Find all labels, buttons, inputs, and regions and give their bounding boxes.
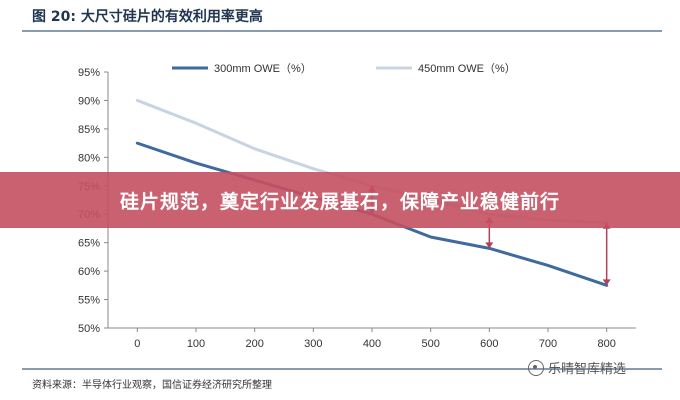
x-tick-label: 200 bbox=[245, 338, 263, 350]
x-tick-label: 700 bbox=[539, 338, 557, 350]
x-tick-label: 800 bbox=[597, 338, 615, 350]
watermark: 乐晴智库精选 bbox=[528, 358, 626, 377]
y-tick-label: 60% bbox=[78, 266, 100, 278]
y-tick-label: 55% bbox=[78, 295, 100, 307]
gap-arrow-head-down bbox=[602, 279, 611, 286]
x-tick-label: 600 bbox=[480, 338, 498, 350]
banner-text: 硅片规范，奠定行业发展基石，保障产业稳健前行 bbox=[119, 190, 560, 213]
watermark-text: 乐晴智库精选 bbox=[548, 362, 627, 377]
x-tick-label: 500 bbox=[421, 338, 439, 350]
x-tick-label: 400 bbox=[363, 338, 381, 350]
x-tick-label: 0 bbox=[134, 338, 140, 350]
legend-300mm-label: 300mm OWE（%） bbox=[214, 62, 312, 75]
y-tick-label: 50% bbox=[78, 323, 100, 335]
x-tick-label: 300 bbox=[304, 338, 322, 350]
source-divider bbox=[22, 368, 662, 370]
y-tick-label: 95% bbox=[78, 67, 100, 79]
figure-title: 图 20: 大尺寸硅片的有效利用率更高 bbox=[32, 9, 263, 25]
y-tick-label: 65% bbox=[78, 238, 100, 250]
gap-arrow-head-down bbox=[485, 242, 494, 249]
overlay-banner: 硅片规范，奠定行业发展基石，保障产业稳健前行 bbox=[0, 172, 680, 228]
x-tick-label: 100 bbox=[187, 338, 205, 350]
source-note: 资料来源：半导体行业观察，国信证券经济研究所整理 bbox=[32, 380, 272, 391]
y-tick-label: 80% bbox=[78, 152, 100, 164]
wechat-icon bbox=[528, 359, 544, 376]
y-tick-label: 85% bbox=[78, 124, 100, 136]
y-tick-label: 90% bbox=[78, 95, 100, 107]
title-divider bbox=[22, 30, 662, 32]
legend-450mm-label: 450mm OWE（%） bbox=[418, 62, 516, 75]
